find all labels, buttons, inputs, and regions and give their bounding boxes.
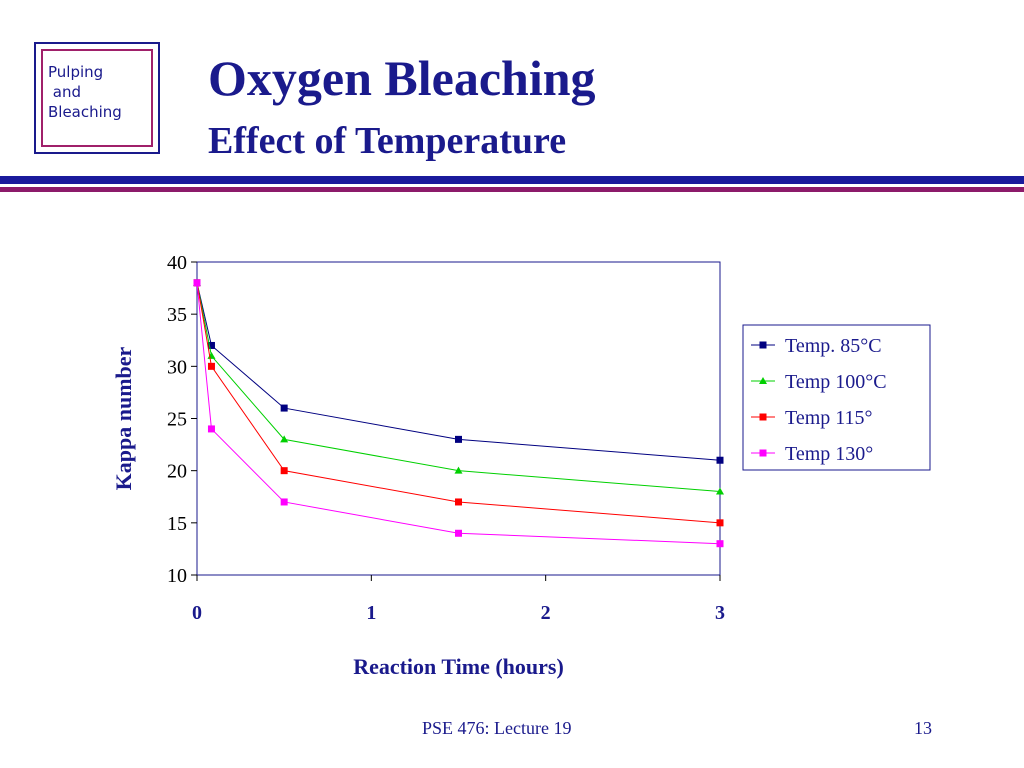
title-rule-purple <box>0 187 1024 192</box>
data-point-3 <box>280 498 288 506</box>
data-point-2 <box>716 519 724 527</box>
data-point-0 <box>207 341 215 349</box>
slide-subtitle: Effect of Temperature <box>208 120 567 162</box>
data-point-3 <box>716 540 724 548</box>
y-axis-title: Kappa number <box>111 346 136 490</box>
data-point-0 <box>716 456 724 464</box>
data-point-1 <box>454 466 463 474</box>
data-point-2 <box>207 362 215 370</box>
slide-title: Oxygen Bleaching <box>208 50 596 106</box>
x-tick-label: 2 <box>541 602 551 624</box>
legend-box <box>742 324 931 471</box>
x-tick-label: 1 <box>366 602 376 624</box>
data-point-0 <box>280 404 288 412</box>
data-point-1 <box>280 435 289 443</box>
y-tick-label: 35 <box>167 304 187 326</box>
y-tick-label: 30 <box>167 356 187 378</box>
data-point-2 <box>280 467 288 475</box>
series-line-2 <box>196 282 721 524</box>
legend-label-2: Temp 115° <box>785 407 873 429</box>
y-tick-label: 15 <box>167 513 187 535</box>
y-tick-label: 40 <box>167 252 187 274</box>
legend-marker-0 <box>759 341 767 349</box>
data-point-2 <box>455 498 462 506</box>
logo-inner-frame <box>41 49 153 147</box>
data-point-1 <box>716 487 724 495</box>
legend-label-3: Temp 130° <box>785 443 873 465</box>
logo-text: Pulping and Bleaching <box>48 63 122 121</box>
footer-lecture: PSE 476: Lecture 19 <box>422 718 572 738</box>
x-tick-label: 3 <box>715 602 725 624</box>
legend-marker-2 <box>759 413 767 421</box>
y-tick-label: 25 <box>167 409 187 431</box>
legend-marker-1 <box>759 377 767 384</box>
y-tick-label: 10 <box>167 565 187 587</box>
legend-marker-3 <box>759 449 767 457</box>
x-tick-label: 0 <box>192 602 202 624</box>
data-point-3 <box>207 425 215 433</box>
y-tick-label: 20 <box>167 461 187 483</box>
legend-label-1: Temp 100°C <box>785 371 887 393</box>
plot-frame <box>196 261 721 576</box>
title-rule-blue <box>0 176 1024 184</box>
x-axis-title: Reaction Time (hours) <box>353 654 564 679</box>
series-line-0 <box>196 282 721 461</box>
page-number: 13 <box>914 718 932 738</box>
data-point-3 <box>193 279 201 287</box>
course-logo: Pulping and Bleaching <box>34 42 160 154</box>
data-point-0 <box>455 435 462 443</box>
series-line-1 <box>196 282 721 493</box>
data-point-3 <box>455 529 462 537</box>
legend-label-0: Temp. 85°C <box>785 335 882 357</box>
